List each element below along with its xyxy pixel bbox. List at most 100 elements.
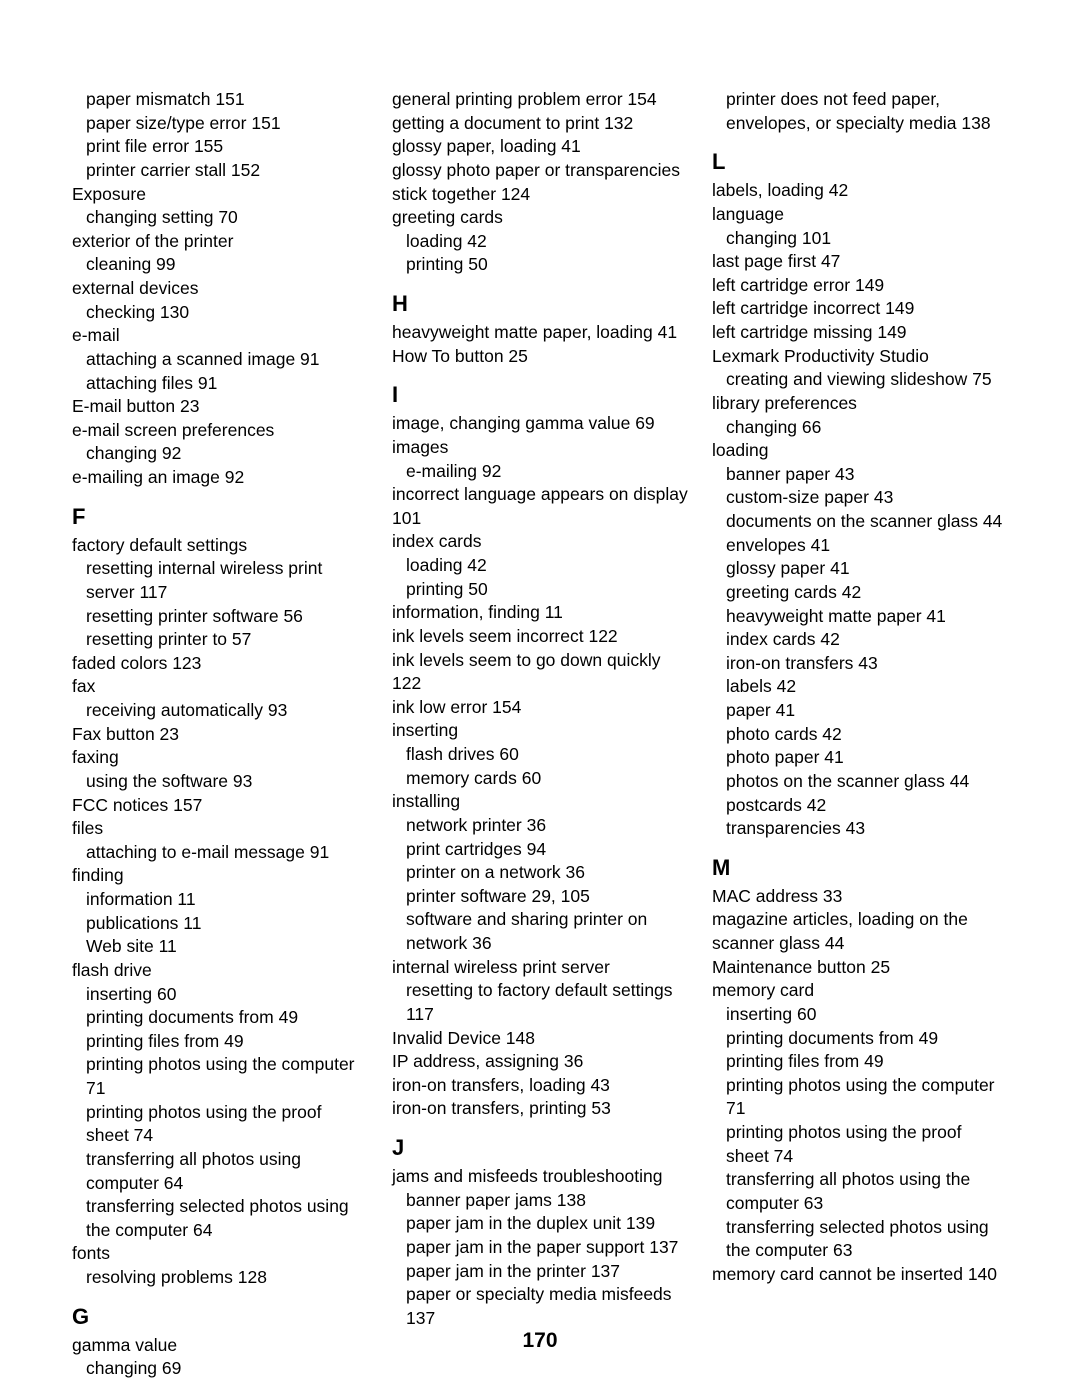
index-subentry: printing 50 bbox=[392, 253, 688, 277]
index-subentry: changing 101 bbox=[712, 227, 1008, 251]
index-heading: H bbox=[392, 291, 688, 317]
index-entry: FCC notices 157 bbox=[72, 794, 368, 818]
index-subentry: paper mismatch 151 bbox=[72, 88, 368, 112]
index-subentry: labels 42 bbox=[712, 675, 1008, 699]
index-entry: exterior of the printer bbox=[72, 230, 368, 254]
index-entry: files bbox=[72, 817, 368, 841]
index-entry: general printing problem error 154 bbox=[392, 88, 688, 112]
index-entry: glossy photo paper or transparencies sti… bbox=[392, 159, 688, 206]
index-subentry: glossy paper 41 bbox=[712, 557, 1008, 581]
index-entry: library preferences bbox=[712, 392, 1008, 416]
index-entry: E-mail button 23 bbox=[72, 395, 368, 419]
index-subentry: paper or specialty media misfeeds 137 bbox=[392, 1283, 688, 1330]
index-subentry: loading 42 bbox=[392, 554, 688, 578]
index-entry: fonts bbox=[72, 1242, 368, 1266]
page-number: 170 bbox=[0, 1329, 1080, 1353]
index-entry: IP address, assigning 36 bbox=[392, 1050, 688, 1074]
index-entry: jams and misfeeds troubleshooting bbox=[392, 1165, 688, 1189]
index-subentry: memory cards 60 bbox=[392, 767, 688, 791]
index-subentry: attaching files 91 bbox=[72, 372, 368, 396]
index-subentry: photo cards 42 bbox=[712, 723, 1008, 747]
index-subentry: transferring all photos using computer 6… bbox=[72, 1148, 368, 1195]
index-entry: ink low error 154 bbox=[392, 696, 688, 720]
index-entry: getting a document to print 132 bbox=[392, 112, 688, 136]
index-subentry: resetting to factory default settings 11… bbox=[392, 979, 688, 1026]
index-subentry: attaching a scanned image 91 bbox=[72, 348, 368, 372]
index-entry: factory default settings bbox=[72, 534, 368, 558]
index-entry: installing bbox=[392, 790, 688, 814]
index-subentry: print file error 155 bbox=[72, 135, 368, 159]
index-subentry: resetting internal wireless print server… bbox=[72, 557, 368, 604]
index-entry: ink levels seem to go down quickly 122 bbox=[392, 649, 688, 696]
index-subentry: banner paper jams 138 bbox=[392, 1189, 688, 1213]
index-entry: internal wireless print server bbox=[392, 956, 688, 980]
index-subentry: postcards 42 bbox=[712, 794, 1008, 818]
index-subentry: paper jam in the paper support 137 bbox=[392, 1236, 688, 1260]
index-subentry: using the software 93 bbox=[72, 770, 368, 794]
index-subentry: printing photos using the computer 71 bbox=[712, 1074, 1008, 1121]
index-subentry: changing 69 bbox=[72, 1357, 368, 1381]
index-subentry: resolving problems 128 bbox=[72, 1266, 368, 1290]
index-entry: memory card cannot be inserted 140 bbox=[712, 1263, 1008, 1287]
index-entry: e-mail bbox=[72, 324, 368, 348]
index-subentry: e-mailing 92 bbox=[392, 460, 688, 484]
index-subentry: software and sharing printer on network … bbox=[392, 908, 688, 955]
index-heading: L bbox=[712, 149, 1008, 175]
index-entry: faxing bbox=[72, 746, 368, 770]
index-entry: flash drive bbox=[72, 959, 368, 983]
index-subentry: printing photos using the computer 71 bbox=[72, 1053, 368, 1100]
index-subentry: transferring selected photos using the c… bbox=[72, 1195, 368, 1242]
index-subentry: printing photos using the proof sheet 74 bbox=[72, 1101, 368, 1148]
index-subentry: paper jam in the printer 137 bbox=[392, 1260, 688, 1284]
index-subentry: printing documents from 49 bbox=[712, 1027, 1008, 1051]
index-subentry: resetting printer software 56 bbox=[72, 605, 368, 629]
index-subentry: printing files from 49 bbox=[72, 1030, 368, 1054]
index-entry: left cartridge error 149 bbox=[712, 274, 1008, 298]
index-entry: magazine articles, loading on the scanne… bbox=[712, 908, 1008, 955]
index-entry: incorrect language appears on display 10… bbox=[392, 483, 688, 530]
index-entry: fax bbox=[72, 675, 368, 699]
index-entry: inserting bbox=[392, 719, 688, 743]
index-subentry: printer software 29, 105 bbox=[392, 885, 688, 909]
index-subentry: documents on the scanner glass 44 bbox=[712, 510, 1008, 534]
index-subentry: print cartridges 94 bbox=[392, 838, 688, 862]
column-2: general printing problem error 154gettin… bbox=[392, 88, 688, 1381]
index-entry: language bbox=[712, 203, 1008, 227]
index-subentry: printing files from 49 bbox=[712, 1050, 1008, 1074]
index-subentry: banner paper 43 bbox=[712, 463, 1008, 487]
index-entry: ink levels seem incorrect 122 bbox=[392, 625, 688, 649]
column-3: printer does not feed paper, envelopes, … bbox=[712, 88, 1008, 1381]
index-entry: image, changing gamma value 69 bbox=[392, 412, 688, 436]
index-heading: F bbox=[72, 504, 368, 530]
index-heading: G bbox=[72, 1304, 368, 1330]
index-entry: iron-on transfers, printing 53 bbox=[392, 1097, 688, 1121]
index-subentry: creating and viewing slideshow 75 bbox=[712, 368, 1008, 392]
index-subentry: envelopes 41 bbox=[712, 534, 1008, 558]
index-subentry: changing 92 bbox=[72, 442, 368, 466]
index-columns: paper mismatch 151paper size/type error … bbox=[72, 88, 1008, 1381]
index-entry: greeting cards bbox=[392, 206, 688, 230]
index-subentry: Web site 11 bbox=[72, 935, 368, 959]
index-entry: Maintenance button 25 bbox=[712, 956, 1008, 980]
index-subentry: transferring all photos using the comput… bbox=[712, 1168, 1008, 1215]
index-subentry: publications 11 bbox=[72, 912, 368, 936]
index-entry: Lexmark Productivity Studio bbox=[712, 345, 1008, 369]
index-entry: left cartridge incorrect 149 bbox=[712, 297, 1008, 321]
index-entry: MAC address 33 bbox=[712, 885, 1008, 909]
index-subentry: information 11 bbox=[72, 888, 368, 912]
index-subentry: inserting 60 bbox=[72, 983, 368, 1007]
index-subentry: attaching to e-mail message 91 bbox=[72, 841, 368, 865]
index-entry: left cartridge missing 149 bbox=[712, 321, 1008, 345]
column-1: paper mismatch 151paper size/type error … bbox=[72, 88, 368, 1381]
index-entry: external devices bbox=[72, 277, 368, 301]
index-subentry: printing 50 bbox=[392, 578, 688, 602]
index-subentry: loading 42 bbox=[392, 230, 688, 254]
index-heading: I bbox=[392, 382, 688, 408]
index-entry: e-mailing an image 92 bbox=[72, 466, 368, 490]
index-subentry: printer does not feed paper, envelopes, … bbox=[712, 88, 1008, 135]
index-entry: information, finding 11 bbox=[392, 601, 688, 625]
index-entry: Fax button 23 bbox=[72, 723, 368, 747]
index-entry: labels, loading 42 bbox=[712, 179, 1008, 203]
index-entry: Exposure bbox=[72, 183, 368, 207]
index-entry: index cards bbox=[392, 530, 688, 554]
